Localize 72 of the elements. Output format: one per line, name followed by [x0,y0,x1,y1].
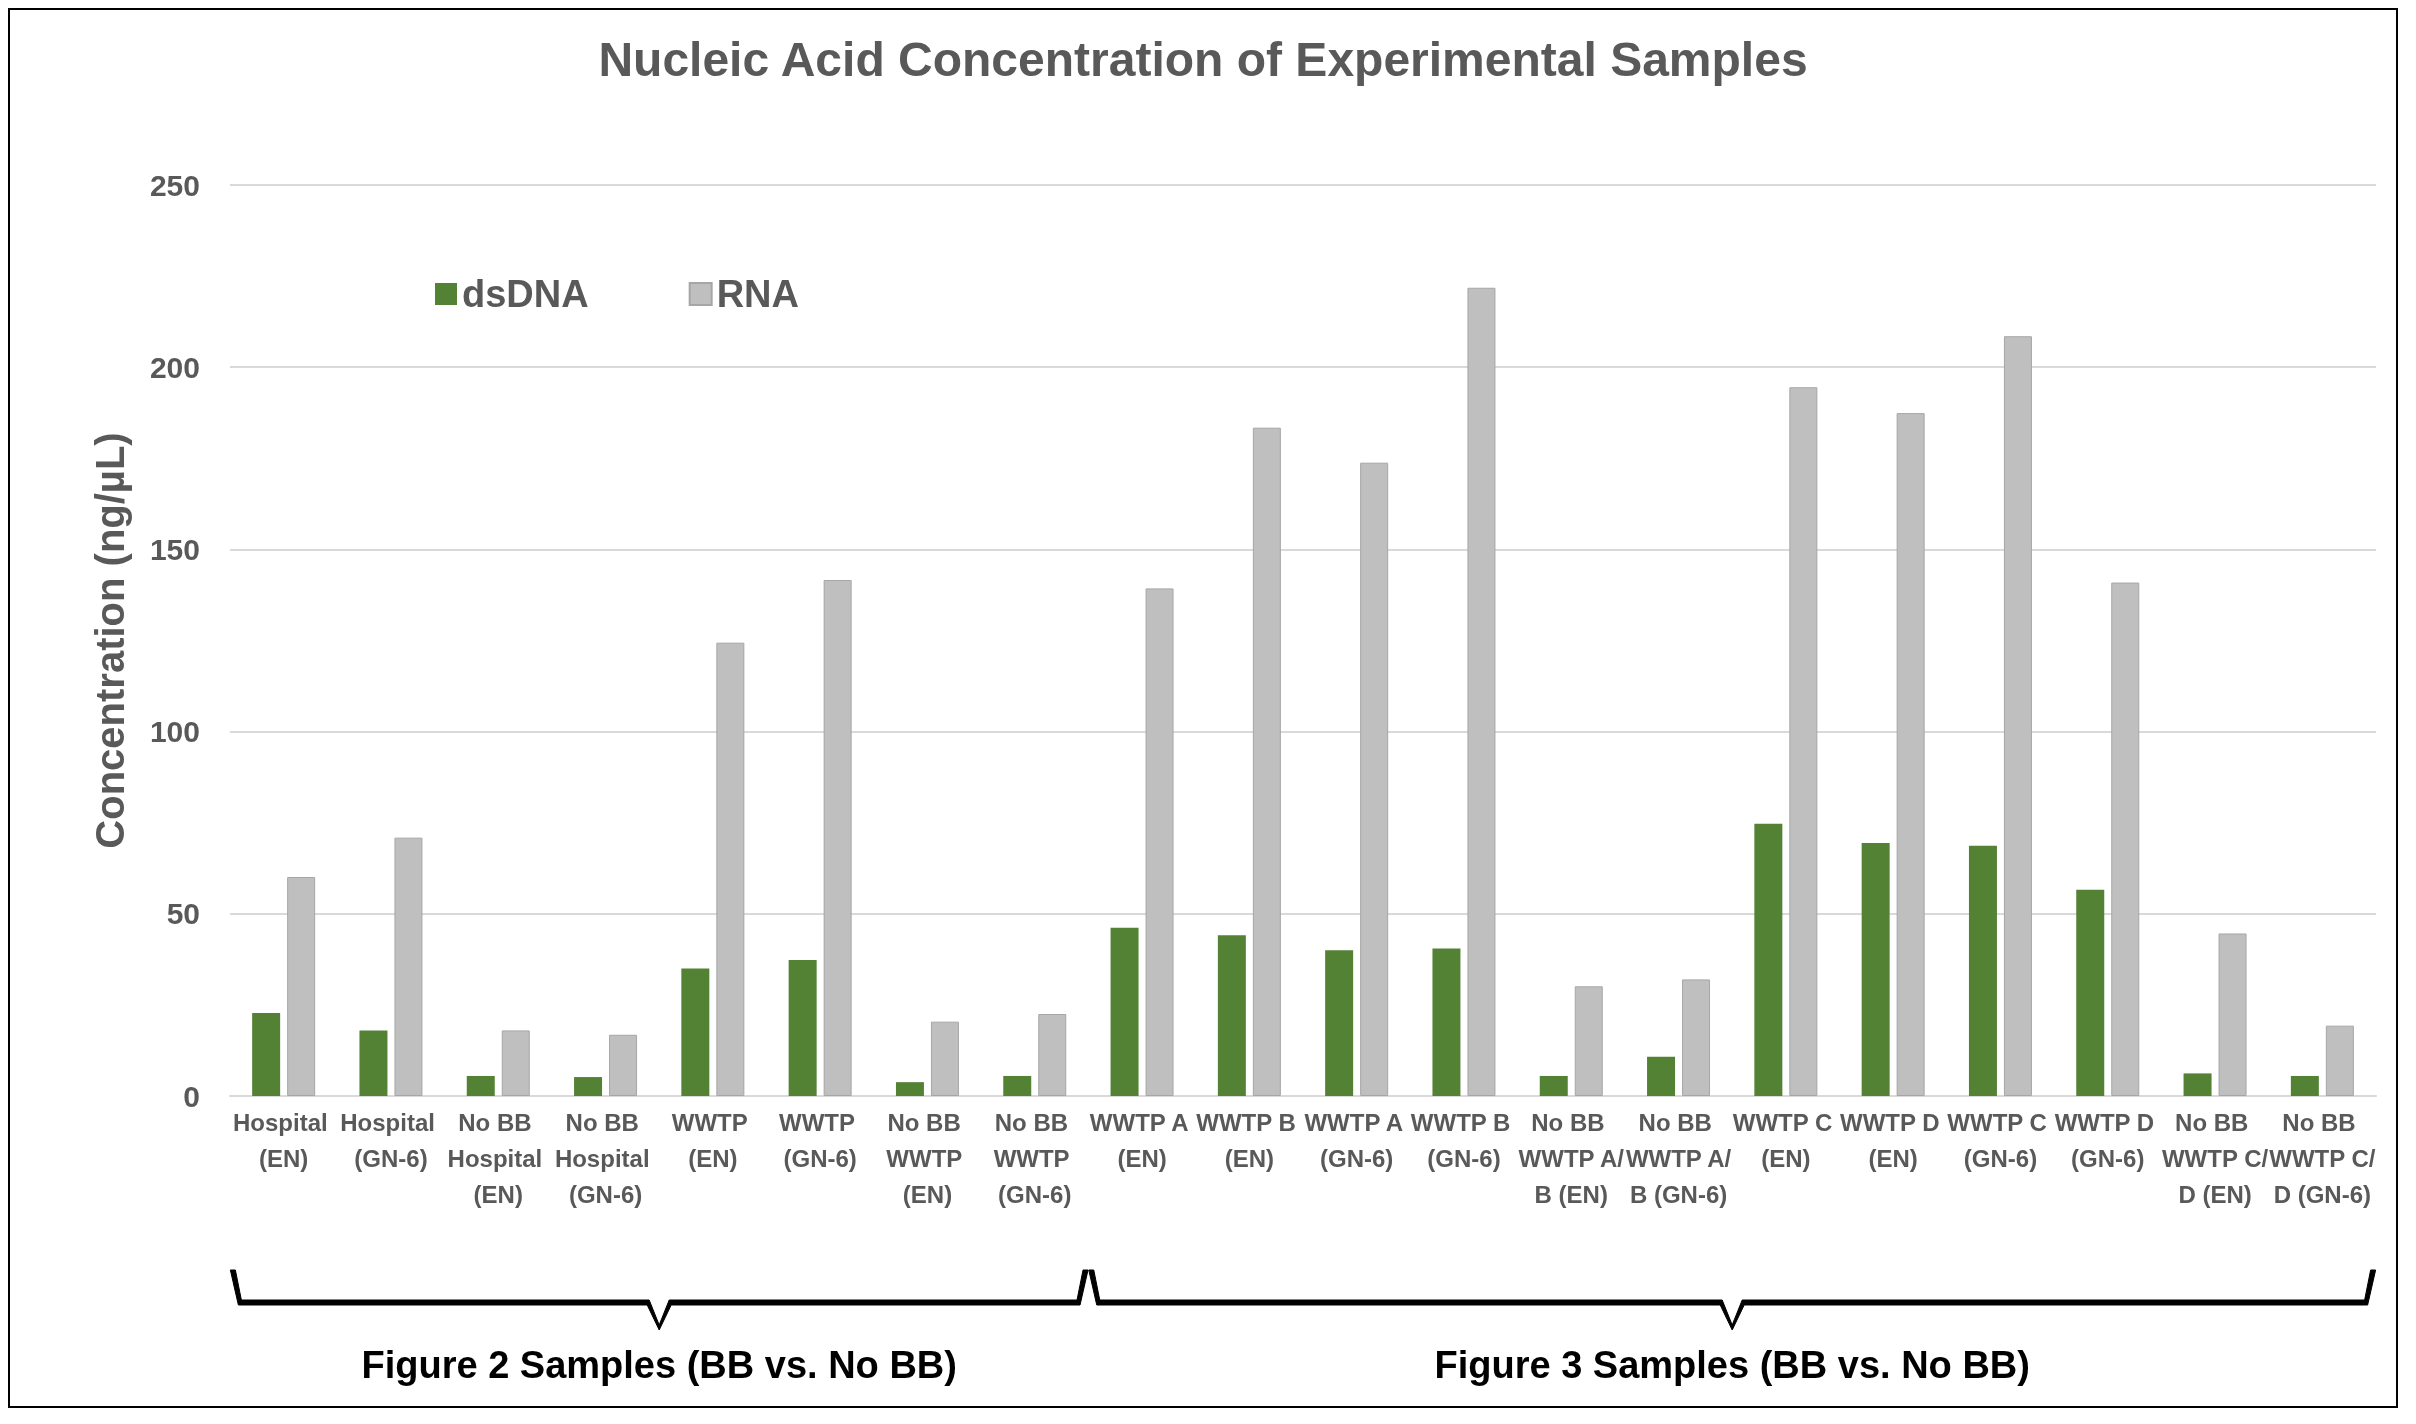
bar [2111,582,2140,1096]
bar [1252,427,1281,1096]
x-tick-label: WWTP A (EN) [1089,1108,1195,1172]
x-tick-label: No BB WWTP A/B (EN) [1518,1108,1625,1208]
y-tick-label: 100 [149,715,200,749]
bar [1432,948,1461,1096]
bar [501,1030,530,1096]
caption: Figure 2 Samples (BB vs. No BB) [361,1344,957,1386]
x-tick-label: No BB Hospital (EN) [447,1108,549,1208]
bar [1038,1014,1067,1096]
bar [2076,889,2105,1096]
bar [1539,1075,1568,1096]
bar [2003,336,2032,1096]
bar [1789,387,1818,1096]
bar [1574,986,1603,1096]
bar [1968,845,1997,1096]
x-tick-label: No BB Hospital (GN-6) [554,1108,657,1208]
x-tick-label: WWTP A (GN-6) [1304,1108,1409,1172]
bar [1110,927,1139,1096]
bar [252,1012,281,1096]
bar [609,1034,638,1096]
bar [1145,588,1174,1096]
x-tick-label: WWTP (EN) [671,1108,754,1172]
bar [1360,462,1389,1096]
bar [1861,843,1890,1096]
bar [1003,1075,1032,1096]
y-tick-label: 200 [149,350,200,384]
bar [2325,1025,2354,1096]
x-tick-label: WWTP C (EN) [1732,1108,1839,1172]
bar [287,877,316,1096]
x-tick-label: No BB WWTP C/D (EN) [2161,1108,2269,1208]
x-tick-label: WWTP (GN-6) [779,1108,862,1172]
bar [2183,1073,2212,1096]
bar [1217,935,1246,1096]
y-tick-label: 0 [183,1079,200,1113]
x-tick-label: WWTP B (GN-6) [1410,1108,1518,1172]
bar [466,1075,495,1096]
bar [359,1030,388,1096]
y-tick-label: 150 [149,532,200,566]
x-tick-label: No BB WWTP (GN-6) [993,1108,1076,1208]
bar [1647,1056,1676,1096]
chart-title: Nucleic Acid Concentration of Experimental Samples [598,32,1808,86]
x-tick-label: WWTP D (GN-6) [2054,1108,2161,1172]
y-tick-label: 50 [166,897,200,931]
x-tick-label: Hospital (GN-6) [340,1108,442,1172]
legend-label: RNA [716,273,799,315]
bar [574,1077,603,1096]
x-tick-label: WWTP D (EN) [1840,1108,1947,1172]
caption: Figure 3 Samples (BB vs. No BB) [1434,1344,2030,1386]
x-tick-label: No BB WWTP C/D (GN-6) [2269,1108,2376,1208]
x-tick-label: WWTP C (GN-6) [1947,1108,2054,1172]
bar [1896,413,1925,1096]
bar [788,960,817,1096]
x-tick-label: No BB WWTP (EN) [886,1108,969,1208]
bar [1682,979,1711,1096]
bar [394,837,423,1096]
bar [1325,950,1354,1096]
bar [2218,933,2247,1096]
bar [716,642,745,1096]
x-tick-label: WWTP B (EN) [1196,1108,1303,1172]
bar [681,968,710,1096]
bar [1467,287,1496,1096]
y-tick-label: 250 [149,168,200,202]
y-axis-title: Concentration (ng/µL) [88,432,132,849]
x-tick-label: No BB WWTP A/B (GN-6) [1625,1108,1732,1208]
bar [2290,1075,2319,1096]
bar [930,1021,959,1096]
bar [1754,823,1783,1096]
legend-label: dsDNA [462,273,589,315]
x-tick-label: Hospital (EN) [232,1108,335,1172]
bar [895,1082,924,1096]
bar [823,580,852,1096]
